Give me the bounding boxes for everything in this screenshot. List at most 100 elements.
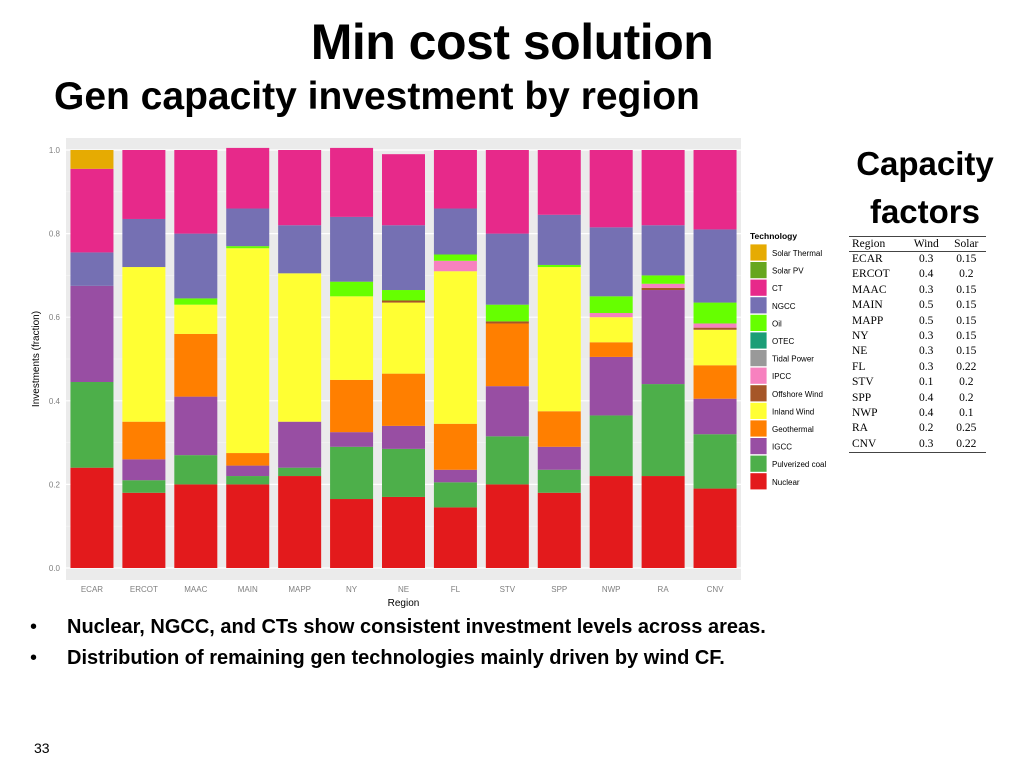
- cell-solar: 0.15: [956, 283, 977, 296]
- legend-key: [749, 313, 768, 332]
- bar-segment: [433, 150, 477, 209]
- bar-segment: [693, 327, 737, 330]
- bar-segment: [433, 254, 477, 261]
- cell-wind: 0.5: [919, 314, 934, 327]
- y-tick-label: 0.6: [49, 313, 61, 322]
- bullet-item: • Nuclear, NGCC, and CTs show consistent …: [30, 612, 766, 643]
- bar-segment: [174, 484, 218, 568]
- cell-solar: 0.15: [956, 330, 977, 343]
- cell-solar: 0.22: [946, 436, 986, 454]
- bar-segment: [433, 208, 477, 255]
- bar-segment: [382, 154, 425, 226]
- bar-segment: [485, 233, 529, 305]
- bar-segment: [589, 476, 633, 568]
- x-tick-label: MAAC: [184, 585, 207, 594]
- x-tick-label: RA: [658, 585, 670, 594]
- bar-segment: [641, 287, 685, 291]
- bar-segment: [174, 455, 218, 485]
- bar-segment: [70, 467, 114, 568]
- legend-key: [749, 437, 768, 456]
- cell-region: MAAC: [852, 283, 887, 296]
- table-row: ECAR 0.3 0.15: [849, 252, 986, 268]
- bar-segment: [433, 469, 477, 483]
- bar-segment: [174, 298, 218, 305]
- bar-segment: [330, 281, 374, 297]
- bar-segment: [122, 218, 166, 268]
- legend-key: [749, 296, 768, 315]
- bar-segment: [122, 421, 166, 460]
- cell-wind: 0.2: [919, 422, 934, 435]
- x-tick-label: SPP: [551, 585, 567, 594]
- legend-key: [749, 401, 768, 420]
- x-tick-label: NE: [398, 585, 409, 594]
- cell-wind: 0.4: [919, 268, 934, 281]
- bar-segment: [70, 285, 114, 382]
- bar-segment: [693, 229, 737, 303]
- bar-segment: [226, 208, 270, 247]
- bar-segment: [278, 476, 322, 568]
- bar-segment: [122, 150, 166, 219]
- bar-segment: [330, 216, 374, 282]
- cell-solar: 0.15: [956, 253, 977, 265]
- bar-segment: [278, 273, 322, 422]
- legend-label: IPCC: [772, 372, 791, 381]
- cell-wind: 0.3: [905, 436, 947, 454]
- cell-solar: 0.15: [956, 345, 977, 358]
- header-region: Region: [849, 236, 906, 252]
- bullet-dot-icon: •: [30, 616, 38, 638]
- x-tick-label: STV: [500, 585, 516, 594]
- x-tick-label: CNV: [707, 585, 725, 594]
- cell-wind: 0.4: [919, 407, 934, 420]
- bullet-list: • Nuclear, NGCC, and CTs show consistent …: [30, 612, 766, 674]
- capacity-factors-table: Region Wind Solar ECAR 0.3 0.15 ERCOT 0.4 0.2…: [849, 236, 986, 454]
- bar-segment: [537, 267, 581, 412]
- bar-segment: [382, 302, 425, 374]
- legend-key: [749, 331, 768, 350]
- legend-key: [749, 366, 768, 385]
- bar-segment: [485, 323, 529, 387]
- bar-segment: [226, 465, 270, 477]
- bar-segment: [278, 467, 322, 477]
- bar-segment: [330, 296, 374, 380]
- table-row: NE 0.3 0.15: [849, 344, 986, 359]
- bar-segment: [641, 290, 685, 385]
- bar-segment: [278, 225, 322, 274]
- table-row: RA 0.2 0.25: [849, 421, 986, 436]
- bar-segment: [278, 150, 322, 226]
- bar-segment: [485, 436, 529, 485]
- cell-wind: 0.4: [919, 391, 934, 404]
- bar-segment: [693, 398, 737, 435]
- table-row: CNV 0.3 0.22: [849, 436, 986, 454]
- cell-solar: 0.1: [959, 407, 974, 420]
- bar-segment: [433, 507, 477, 568]
- bullet-text: Distribution of remaining gen technologi…: [67, 647, 725, 669]
- bar-segment: [174, 233, 218, 299]
- bar-segment: [70, 252, 114, 286]
- bar-segment: [174, 396, 218, 456]
- cell-region: STV: [852, 376, 874, 389]
- bar-segment: [382, 290, 425, 301]
- bar-segment: [122, 267, 166, 422]
- bar-segment: [641, 275, 685, 284]
- table-row: FL 0.3 0.22: [849, 360, 986, 375]
- bar-segment: [537, 214, 581, 265]
- bar-segment: [122, 480, 166, 493]
- bar-segment: [537, 492, 581, 568]
- legend-key: [749, 454, 768, 473]
- cell-solar: 0.2: [959, 268, 974, 281]
- bar-segment: [641, 225, 685, 276]
- bar-segment: [589, 313, 633, 318]
- y-tick-label: 0.2: [49, 480, 61, 489]
- cell-wind: 0.3: [919, 360, 934, 373]
- bar-segment: [537, 150, 581, 215]
- legend-label: Nuclear: [772, 478, 800, 487]
- bar-segment: [330, 432, 374, 447]
- bar-segment: [174, 304, 218, 334]
- bar-segment: [226, 246, 270, 249]
- bar-segment: [693, 488, 737, 568]
- table-row: STV 0.1 0.2: [849, 375, 986, 390]
- legend-key: [749, 261, 768, 279]
- bar-segment: [174, 333, 218, 397]
- x-axis-label: Region: [388, 598, 420, 609]
- bar-segment: [382, 225, 425, 291]
